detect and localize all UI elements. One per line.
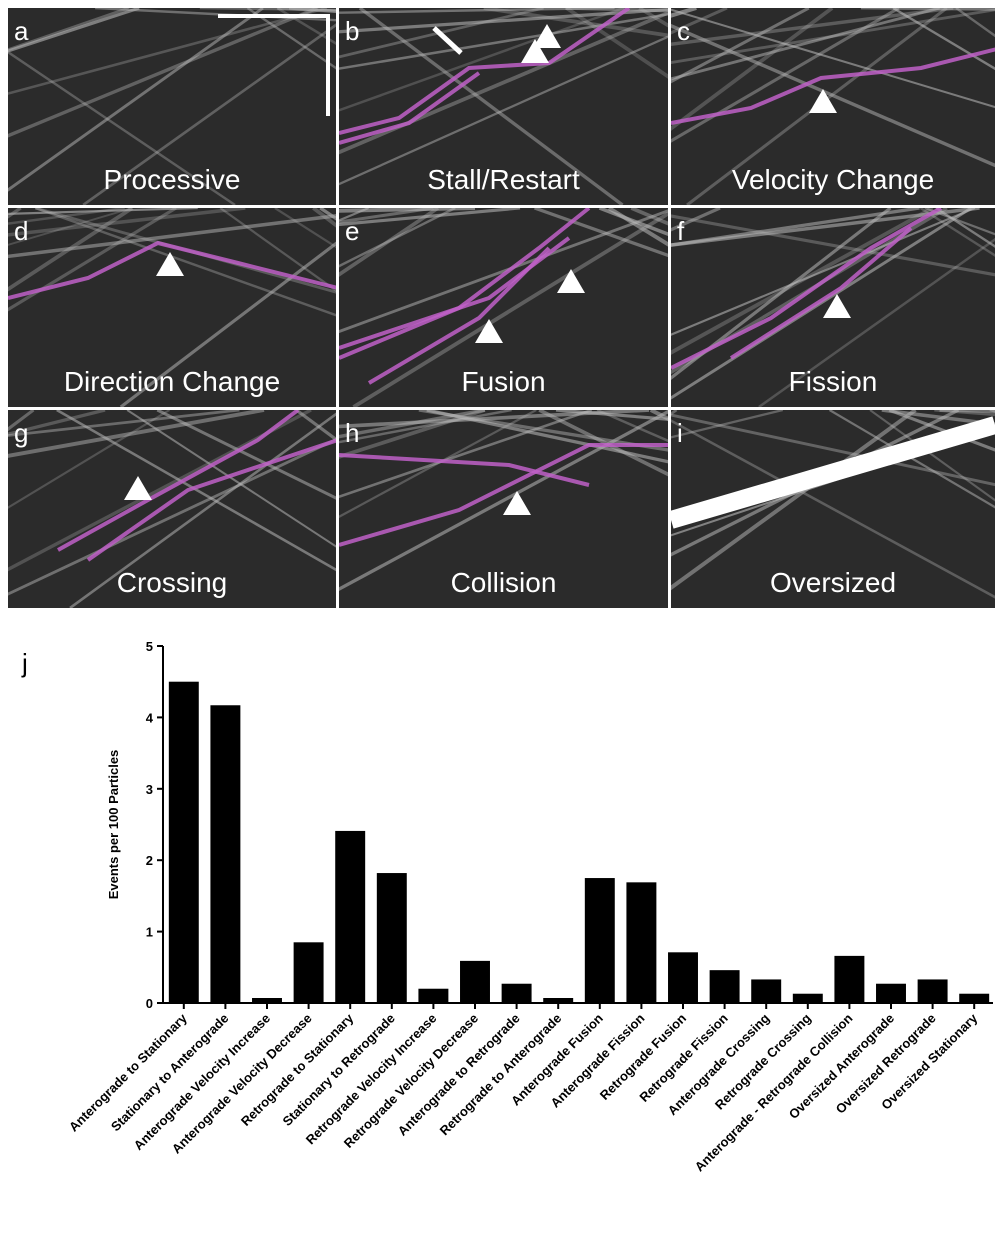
panel-label: Collision [451, 567, 557, 598]
panel-label: Crossing [117, 567, 227, 598]
bar [959, 994, 989, 1003]
bar [377, 873, 407, 1003]
y-tick-label: 5 [146, 639, 153, 654]
y-tick-label: 3 [146, 782, 153, 797]
bar [210, 705, 240, 1003]
bar [793, 994, 823, 1003]
panel-letter: a [14, 16, 29, 46]
bar [294, 942, 324, 1003]
y-tick-label: 0 [146, 996, 153, 1011]
panel-label: Stall/Restart [427, 164, 580, 195]
panel-label: Fission [789, 366, 878, 397]
y-axis-title: Events per 100 Particles [106, 750, 121, 900]
bar [918, 979, 948, 1003]
bar [335, 831, 365, 1003]
panel-label: Fusion [461, 366, 545, 397]
panel-letter: e [345, 216, 359, 246]
bar [710, 970, 740, 1003]
panel-letter: h [345, 418, 359, 448]
panel-label: Velocity Change [732, 164, 934, 195]
bar [460, 961, 490, 1003]
panel-letter: g [14, 418, 28, 448]
bar [418, 989, 448, 1003]
bar [543, 998, 573, 1003]
kymograph-panels: a Processive b Stall/Restart c Velocity Chang… [0, 8, 995, 608]
y-tick-label: 2 [146, 853, 153, 868]
panel-letter: c [677, 16, 690, 46]
panel-letter: d [14, 216, 28, 246]
bar [252, 998, 282, 1003]
y-tick-label: 4 [146, 710, 154, 725]
streak [0, 410, 7, 608]
bar [585, 878, 615, 1003]
figure: a Processive b Stall/Restart c Velocity Chang… [0, 0, 995, 1245]
bar [834, 956, 864, 1003]
bar [668, 952, 698, 1003]
bar [751, 979, 781, 1003]
bar [876, 984, 906, 1003]
bar [626, 882, 656, 1003]
panel-letter: i [677, 418, 683, 448]
panel-label: Processive [104, 164, 241, 195]
y-tick-label: 1 [146, 925, 153, 940]
panel-label: Oversized [770, 567, 896, 598]
panel-letter: j [21, 648, 28, 678]
bar [502, 984, 532, 1003]
panel-letter: f [677, 216, 685, 246]
panel-label: Direction Change [64, 366, 280, 397]
bar [169, 682, 199, 1003]
bar-chart: jEvents per 100 Particles012345Anterogra… [21, 639, 993, 1174]
panel-letter: b [345, 16, 359, 46]
